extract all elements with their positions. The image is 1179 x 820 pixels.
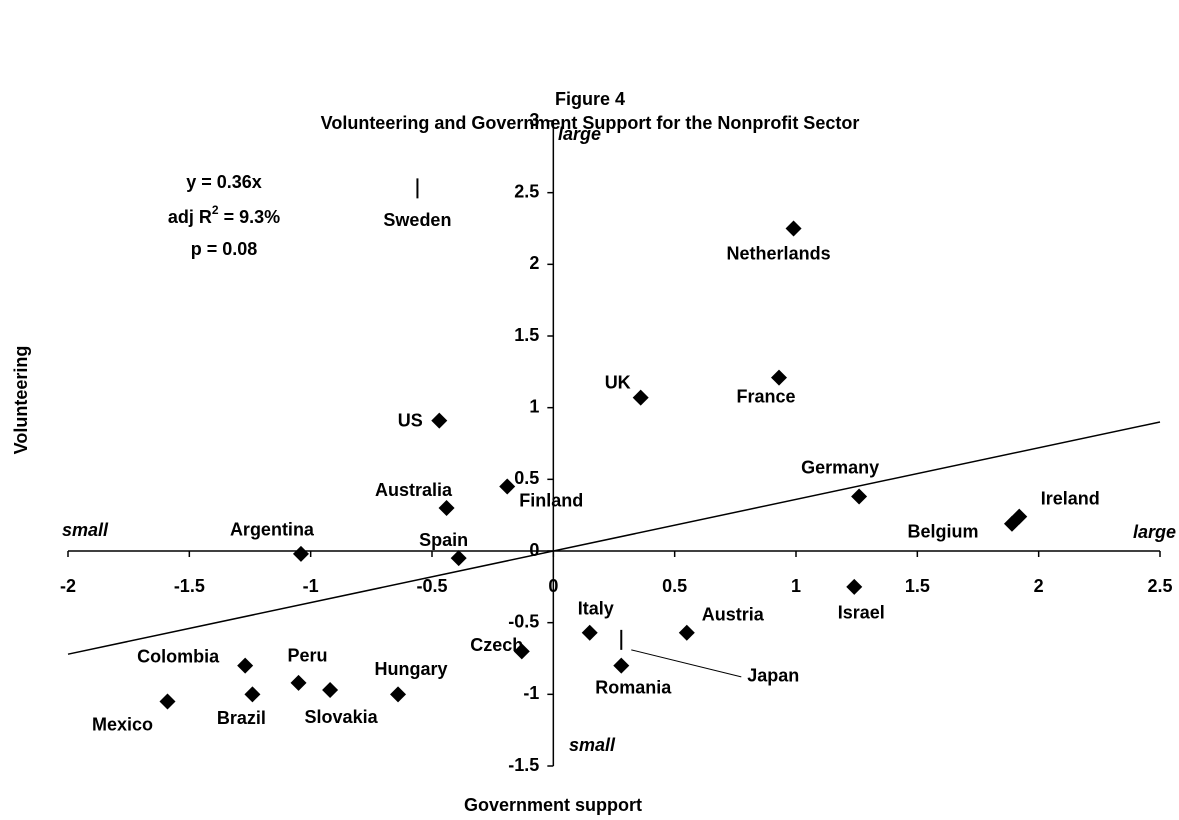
- regression-r2: adj R2 = 9.3%: [168, 203, 280, 227]
- point: [292, 545, 309, 562]
- x-tick-label: -1.5: [174, 576, 205, 596]
- point-label: Spain: [419, 530, 468, 550]
- point: [438, 500, 455, 516]
- point: [159, 693, 176, 710]
- point-label: Ireland: [1041, 488, 1100, 508]
- point-label: Israel: [838, 603, 885, 623]
- point-label: US: [398, 410, 423, 430]
- quadrant-label: large: [1133, 522, 1176, 542]
- point-label: Belgium: [907, 522, 978, 542]
- point: [244, 686, 261, 703]
- point: [390, 686, 407, 703]
- point: [613, 657, 630, 674]
- x-axis-title: Government support: [464, 795, 642, 815]
- point-label: Peru: [288, 646, 328, 666]
- leader-line: [631, 649, 742, 678]
- point-label: Sweden: [383, 210, 451, 230]
- x-tick-label: 0.5: [662, 576, 687, 596]
- point: [851, 488, 868, 505]
- x-tick-label: -2: [60, 576, 76, 596]
- point-label: Czech: [470, 635, 523, 655]
- x-tick-label: 2.5: [1147, 576, 1172, 596]
- point-label: France: [736, 386, 795, 406]
- y-tick-label: 0: [529, 540, 539, 560]
- point: [785, 220, 802, 237]
- regression-p: p = 0.08: [191, 239, 258, 259]
- x-tick-label: -1: [303, 576, 319, 596]
- point-label: Romania: [595, 677, 672, 697]
- point-label: Australia: [375, 480, 453, 500]
- point-label: Netherlands: [727, 243, 831, 263]
- y-tick-label: 3: [529, 110, 539, 130]
- point: [678, 624, 695, 641]
- point: [290, 674, 307, 691]
- y-tick-label: -0.5: [508, 611, 539, 631]
- x-tick-label: 2: [1034, 576, 1044, 596]
- point-label: Italy: [578, 598, 614, 618]
- point: [771, 369, 788, 386]
- y-tick-label: 2.5: [514, 181, 539, 201]
- point: [581, 624, 598, 641]
- x-tick-label: -0.5: [416, 576, 447, 596]
- x-tick-label: 0: [548, 576, 558, 596]
- point: [499, 478, 516, 495]
- trendline: [67, 421, 1161, 655]
- point-label: UK: [605, 372, 631, 392]
- point: [322, 682, 339, 699]
- point-label: Brazil: [217, 708, 266, 728]
- y-tick-label: 0.5: [514, 468, 539, 488]
- point-label: Germany: [801, 457, 879, 477]
- point: [431, 412, 448, 429]
- point-label: Argentina: [230, 520, 315, 540]
- point-label: Mexico: [92, 714, 153, 734]
- x-tick-label: 1.5: [905, 576, 930, 596]
- quadrant-label: large: [558, 124, 601, 144]
- y-tick-label: -1.5: [508, 755, 539, 775]
- r2-suffix: = 9.3%: [219, 207, 281, 227]
- y-tick-label: -1: [523, 683, 539, 703]
- point: [450, 550, 467, 567]
- point: [237, 657, 254, 674]
- chart-title: Figure 4: [555, 89, 625, 109]
- point-label: Hungary: [375, 659, 448, 679]
- y-tick-label: 2: [529, 253, 539, 273]
- y-tick-label: 1: [529, 396, 539, 416]
- point-label: Slovakia: [305, 707, 379, 727]
- quadrant-label: small: [569, 735, 616, 755]
- r2-sup: 2: [212, 203, 219, 217]
- point-label: Finland: [519, 490, 583, 510]
- point-label: Colombia: [137, 646, 220, 666]
- regression-equation: y = 0.36x: [186, 172, 262, 192]
- chart-subtitle: Volunteering and Government Support for …: [321, 113, 860, 133]
- point-label: Austria: [702, 604, 765, 624]
- x-tick-label: 1: [791, 576, 801, 596]
- r2-prefix: adj R: [168, 207, 212, 227]
- point: [632, 389, 649, 406]
- point: [846, 578, 863, 595]
- quadrant-label: small: [62, 520, 109, 540]
- y-tick-label: 1.5: [514, 325, 539, 345]
- y-axis-title: Volunteering: [11, 346, 31, 455]
- point-label: Japan: [747, 666, 799, 686]
- point: [1003, 515, 1020, 532]
- point: [513, 643, 530, 660]
